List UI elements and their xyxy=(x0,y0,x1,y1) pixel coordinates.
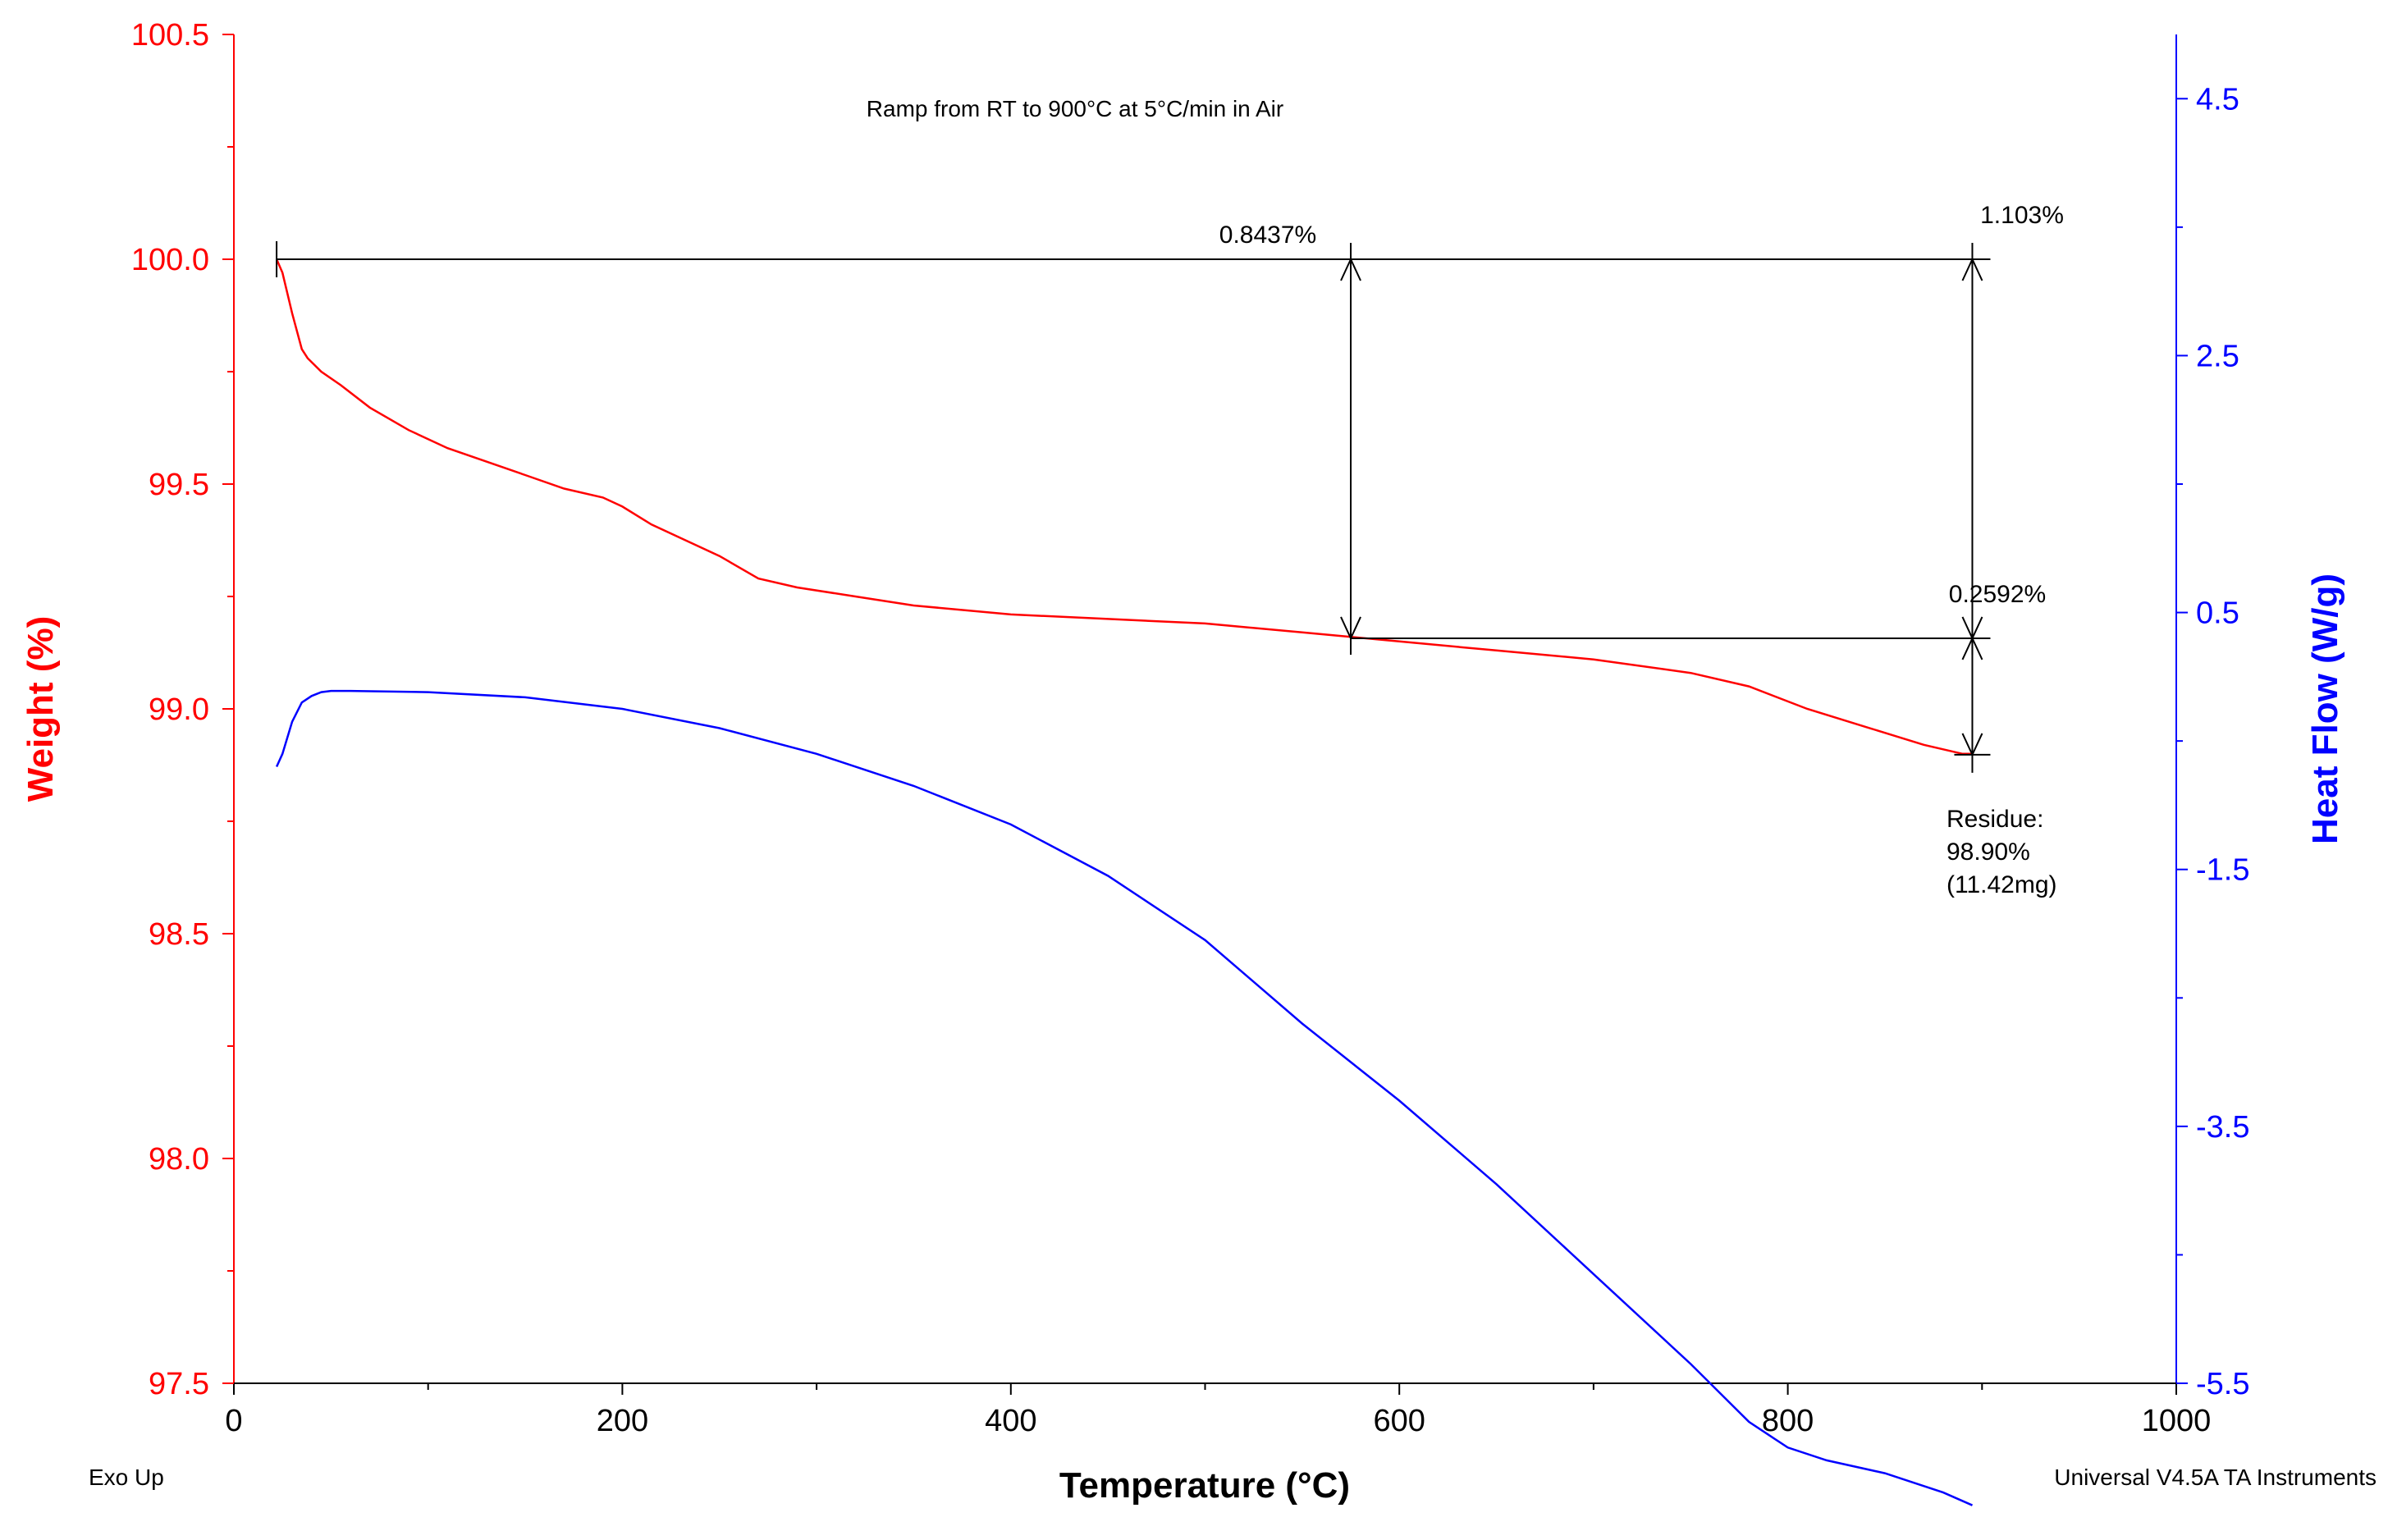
left-tick-label: 98.5 xyxy=(149,917,209,952)
x-tick-label: 600 xyxy=(1373,1404,1425,1438)
right-tick-label: 0.5 xyxy=(2196,596,2239,631)
left-tick-label: 98.0 xyxy=(149,1142,209,1177)
step1-arrow-head-start xyxy=(1340,257,1361,281)
step1-arrow-head-end xyxy=(1340,616,1361,641)
step2-arrow-head-start xyxy=(1961,636,1983,660)
residue-label: Residue: xyxy=(1947,806,2043,833)
right-tick-label: 2.5 xyxy=(2196,339,2239,373)
right-tick-label: -5.5 xyxy=(2196,1367,2249,1401)
step2-label: 0.2592% xyxy=(1949,581,2046,608)
x-axis-ticks: 0 200 400 600 800 1000 xyxy=(225,1383,2211,1438)
total-arrow-upper-head-start xyxy=(1961,257,1983,281)
step-annotations xyxy=(276,241,1991,773)
left-axis-label: Weight (%) xyxy=(21,616,61,802)
right-axis-ticks: 4.5 2.5 0.5 -1.5 -3.5 -5.5 xyxy=(2176,82,2249,1401)
exo-up-label: Exo Up xyxy=(89,1465,164,1490)
right-axis-label: Heat Flow (W/g) xyxy=(2305,574,2345,844)
step1-label: 0.8437% xyxy=(1219,222,1316,249)
left-tick-label: 99.5 xyxy=(149,468,209,502)
residue-mass: (11.42mg) xyxy=(1947,871,2057,898)
x-axis-label: Temperature (°C) xyxy=(1059,1465,1350,1506)
x-tick-label: 1000 xyxy=(2142,1404,2212,1438)
right-tick-label: 4.5 xyxy=(2196,82,2239,117)
x-tick-label: 200 xyxy=(597,1404,648,1438)
left-tick-label: 97.5 xyxy=(149,1367,209,1401)
heat-flow-curve xyxy=(275,689,1974,1506)
x-tick-label: 400 xyxy=(985,1404,1036,1438)
left-tick-label: 100.5 xyxy=(131,18,209,53)
residue-percent: 98.90% xyxy=(1947,839,2030,866)
step2-arrow-head-end xyxy=(1961,733,1983,757)
left-axis-ticks: 100.5 100.0 99.5 99.0 98.5 98.0 97.5 xyxy=(131,18,234,1401)
left-tick-label: 99.0 xyxy=(149,692,209,727)
left-tick-label: 100.0 xyxy=(131,243,209,277)
chart-title: Ramp from RT to 900°C at 5°C/min in Air xyxy=(867,96,1283,121)
weight-curve xyxy=(275,258,1973,756)
x-tick-label: 0 xyxy=(225,1404,242,1438)
instrument-label: Universal V4.5A TA Instruments xyxy=(2054,1465,2377,1490)
x-tick-label: 800 xyxy=(1762,1404,1814,1438)
right-tick-label: -3.5 xyxy=(2196,1110,2249,1145)
total-loss-label: 1.103% xyxy=(1980,202,2064,229)
right-tick-label: -1.5 xyxy=(2196,853,2249,888)
